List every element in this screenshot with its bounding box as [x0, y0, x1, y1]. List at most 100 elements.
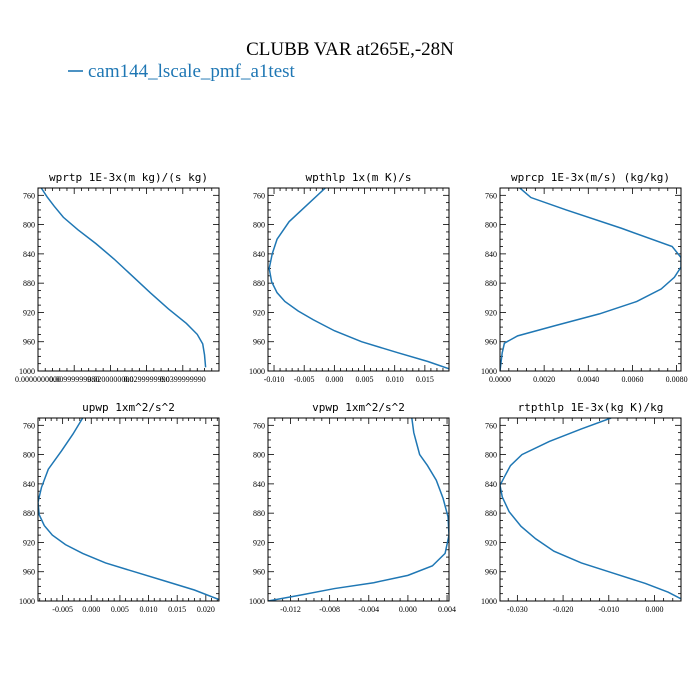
y-tick-label: 760: [485, 191, 497, 200]
x-tick-label: 0.000: [399, 605, 417, 614]
x-tick-label: 0.00999999980: [49, 375, 99, 384]
x-tick-label: 0.004: [438, 605, 456, 614]
x-tick-label: 0.015: [168, 605, 186, 614]
y-tick-label: 960: [23, 568, 35, 577]
y-tick-label: 760: [23, 421, 35, 430]
y-tick-label: 760: [253, 421, 265, 430]
y-tick-label: 800: [485, 221, 497, 230]
y-tick-label: 1000: [249, 367, 265, 376]
axes-frame: [37, 187, 220, 372]
series-line: [500, 418, 681, 600]
figure-title: CLUBB VAR at265E,-28N: [246, 39, 454, 60]
x-tick-label: 0.005: [356, 375, 374, 384]
y-tick-label: 800: [253, 221, 265, 230]
series-line: [40, 188, 207, 368]
x-tick-label: 0.0080: [666, 375, 688, 384]
x-tick-label: 0.000: [645, 605, 663, 614]
panel-4: upwp 1xm^2/s^2 760 800 840 880 920 960 1000 -0.0…: [19, 401, 220, 614]
x-tick-label: 0.0060: [621, 375, 643, 384]
y-tick-label: 760: [253, 191, 265, 200]
panel-1: wprtp 1E-3x(m kg)/(s kg) 760 800 840 880 920 9…: [15, 171, 220, 384]
y-tick-label: 880: [253, 279, 265, 288]
x-tick-label: 0.000: [325, 375, 343, 384]
y-tick-label: 880: [485, 279, 497, 288]
y-tick-label: 920: [485, 538, 497, 547]
y-tick-label: 800: [23, 451, 35, 460]
x-tick-label: -0.005: [294, 375, 315, 384]
x-tick-label: -0.030: [507, 605, 528, 614]
axes-frame: [267, 417, 450, 602]
x-tick-label: -0.010: [264, 375, 285, 384]
y-tick-label: 840: [485, 480, 497, 489]
series-line: [500, 188, 681, 371]
x-tick-label: 0.0020: [533, 375, 555, 384]
series-line: [268, 188, 449, 370]
x-tick-label: 0.0040: [577, 375, 599, 384]
panel-title: upwp 1xm^2/s^2: [82, 401, 175, 414]
x-tick-label: -0.012: [280, 605, 301, 614]
y-tick-label: 1000: [19, 367, 35, 376]
axes-frame: [499, 417, 682, 602]
y-tick-label: 920: [253, 308, 265, 317]
y-tick-label: 800: [23, 221, 35, 230]
y-tick-label: 760: [485, 421, 497, 430]
x-tick-label: 0.0000000000: [15, 375, 61, 384]
x-tick-label: 0.010: [140, 605, 158, 614]
panel-title: wprcp 1E-3x(m/s) (kg/kg): [511, 171, 670, 184]
x-tick-label: 0.010: [386, 375, 404, 384]
y-tick-label: 920: [23, 538, 35, 547]
legend: cam144_lscale_pmf_a1test: [68, 61, 296, 82]
legend-label: cam144_lscale_pmf_a1test: [88, 61, 296, 82]
axes-frame: [499, 187, 682, 372]
y-tick-label: 760: [23, 191, 35, 200]
y-tick-label: 960: [23, 338, 35, 347]
y-tick-label: 880: [23, 279, 35, 288]
panel-title: rtpthlp 1E-3x(kg K)/kg: [518, 401, 664, 414]
axes-frame: [37, 417, 220, 602]
y-tick-label: 960: [253, 568, 265, 577]
x-tick-label: 0.0399999990: [160, 375, 206, 384]
y-tick-label: 1000: [481, 597, 497, 606]
y-tick-label: 960: [485, 568, 497, 577]
y-tick-label: 880: [485, 509, 497, 518]
y-tick-label: 840: [253, 480, 265, 489]
x-tick-label: -0.008: [319, 605, 340, 614]
panel-title: vpwp 1xm^2/s^2: [312, 401, 405, 414]
x-tick-label: -0.004: [358, 605, 379, 614]
x-tick-label: -0.010: [598, 605, 619, 614]
y-tick-label: 1000: [249, 597, 265, 606]
panel-title: wprtp 1E-3x(m kg)/(s kg): [49, 171, 208, 184]
panel-6: rtpthlp 1E-3x(kg K)/kg 760 800 840 880 920 960…: [481, 401, 682, 614]
x-tick-label: -0.020: [553, 605, 574, 614]
y-tick-label: 800: [485, 451, 497, 460]
y-tick-label: 880: [253, 509, 265, 518]
x-tick-label: 0.005: [111, 605, 129, 614]
x-tick-label: 0.000: [82, 605, 100, 614]
y-tick-label: 960: [253, 338, 265, 347]
x-tick-label: 0.0299999990: [124, 375, 170, 384]
y-tick-label: 920: [23, 308, 35, 317]
y-tick-label: 960: [485, 338, 497, 347]
y-tick-label: 840: [485, 250, 497, 259]
x-tick-label: -0.005: [52, 605, 73, 614]
panel-title: wpthlp 1x(m K)/s: [306, 171, 412, 184]
series-line: [38, 418, 219, 601]
series-line: [268, 418, 449, 601]
panels: wprtp 1E-3x(m kg)/(s kg) 760 800 840 880 920 9…: [15, 171, 688, 614]
panel-2: wpthlp 1x(m K)/s7608008408809209601000-0…: [249, 171, 450, 384]
x-tick-label: 0.0200000000: [87, 375, 133, 384]
y-tick-label: 920: [485, 308, 497, 317]
y-tick-label: 880: [23, 509, 35, 518]
panel-3: wprcp 1E-3x(m/s) (kg/kg) 760 800 840 880 920 9…: [481, 171, 688, 384]
y-tick-label: 1000: [481, 367, 497, 376]
y-tick-label: 840: [23, 480, 35, 489]
y-tick-label: 840: [253, 250, 265, 259]
axes-frame: [267, 187, 450, 372]
y-tick-label: 840: [23, 250, 35, 259]
x-tick-label: 0.015: [416, 375, 434, 384]
x-tick-label: 0.0000: [489, 375, 511, 384]
x-tick-label: 0.020: [197, 605, 215, 614]
panel-5: vpwp 1xm^2/s^2 760 800 840 880 920 960 1000 -0.0…: [249, 401, 456, 614]
y-tick-label: 1000: [19, 597, 35, 606]
